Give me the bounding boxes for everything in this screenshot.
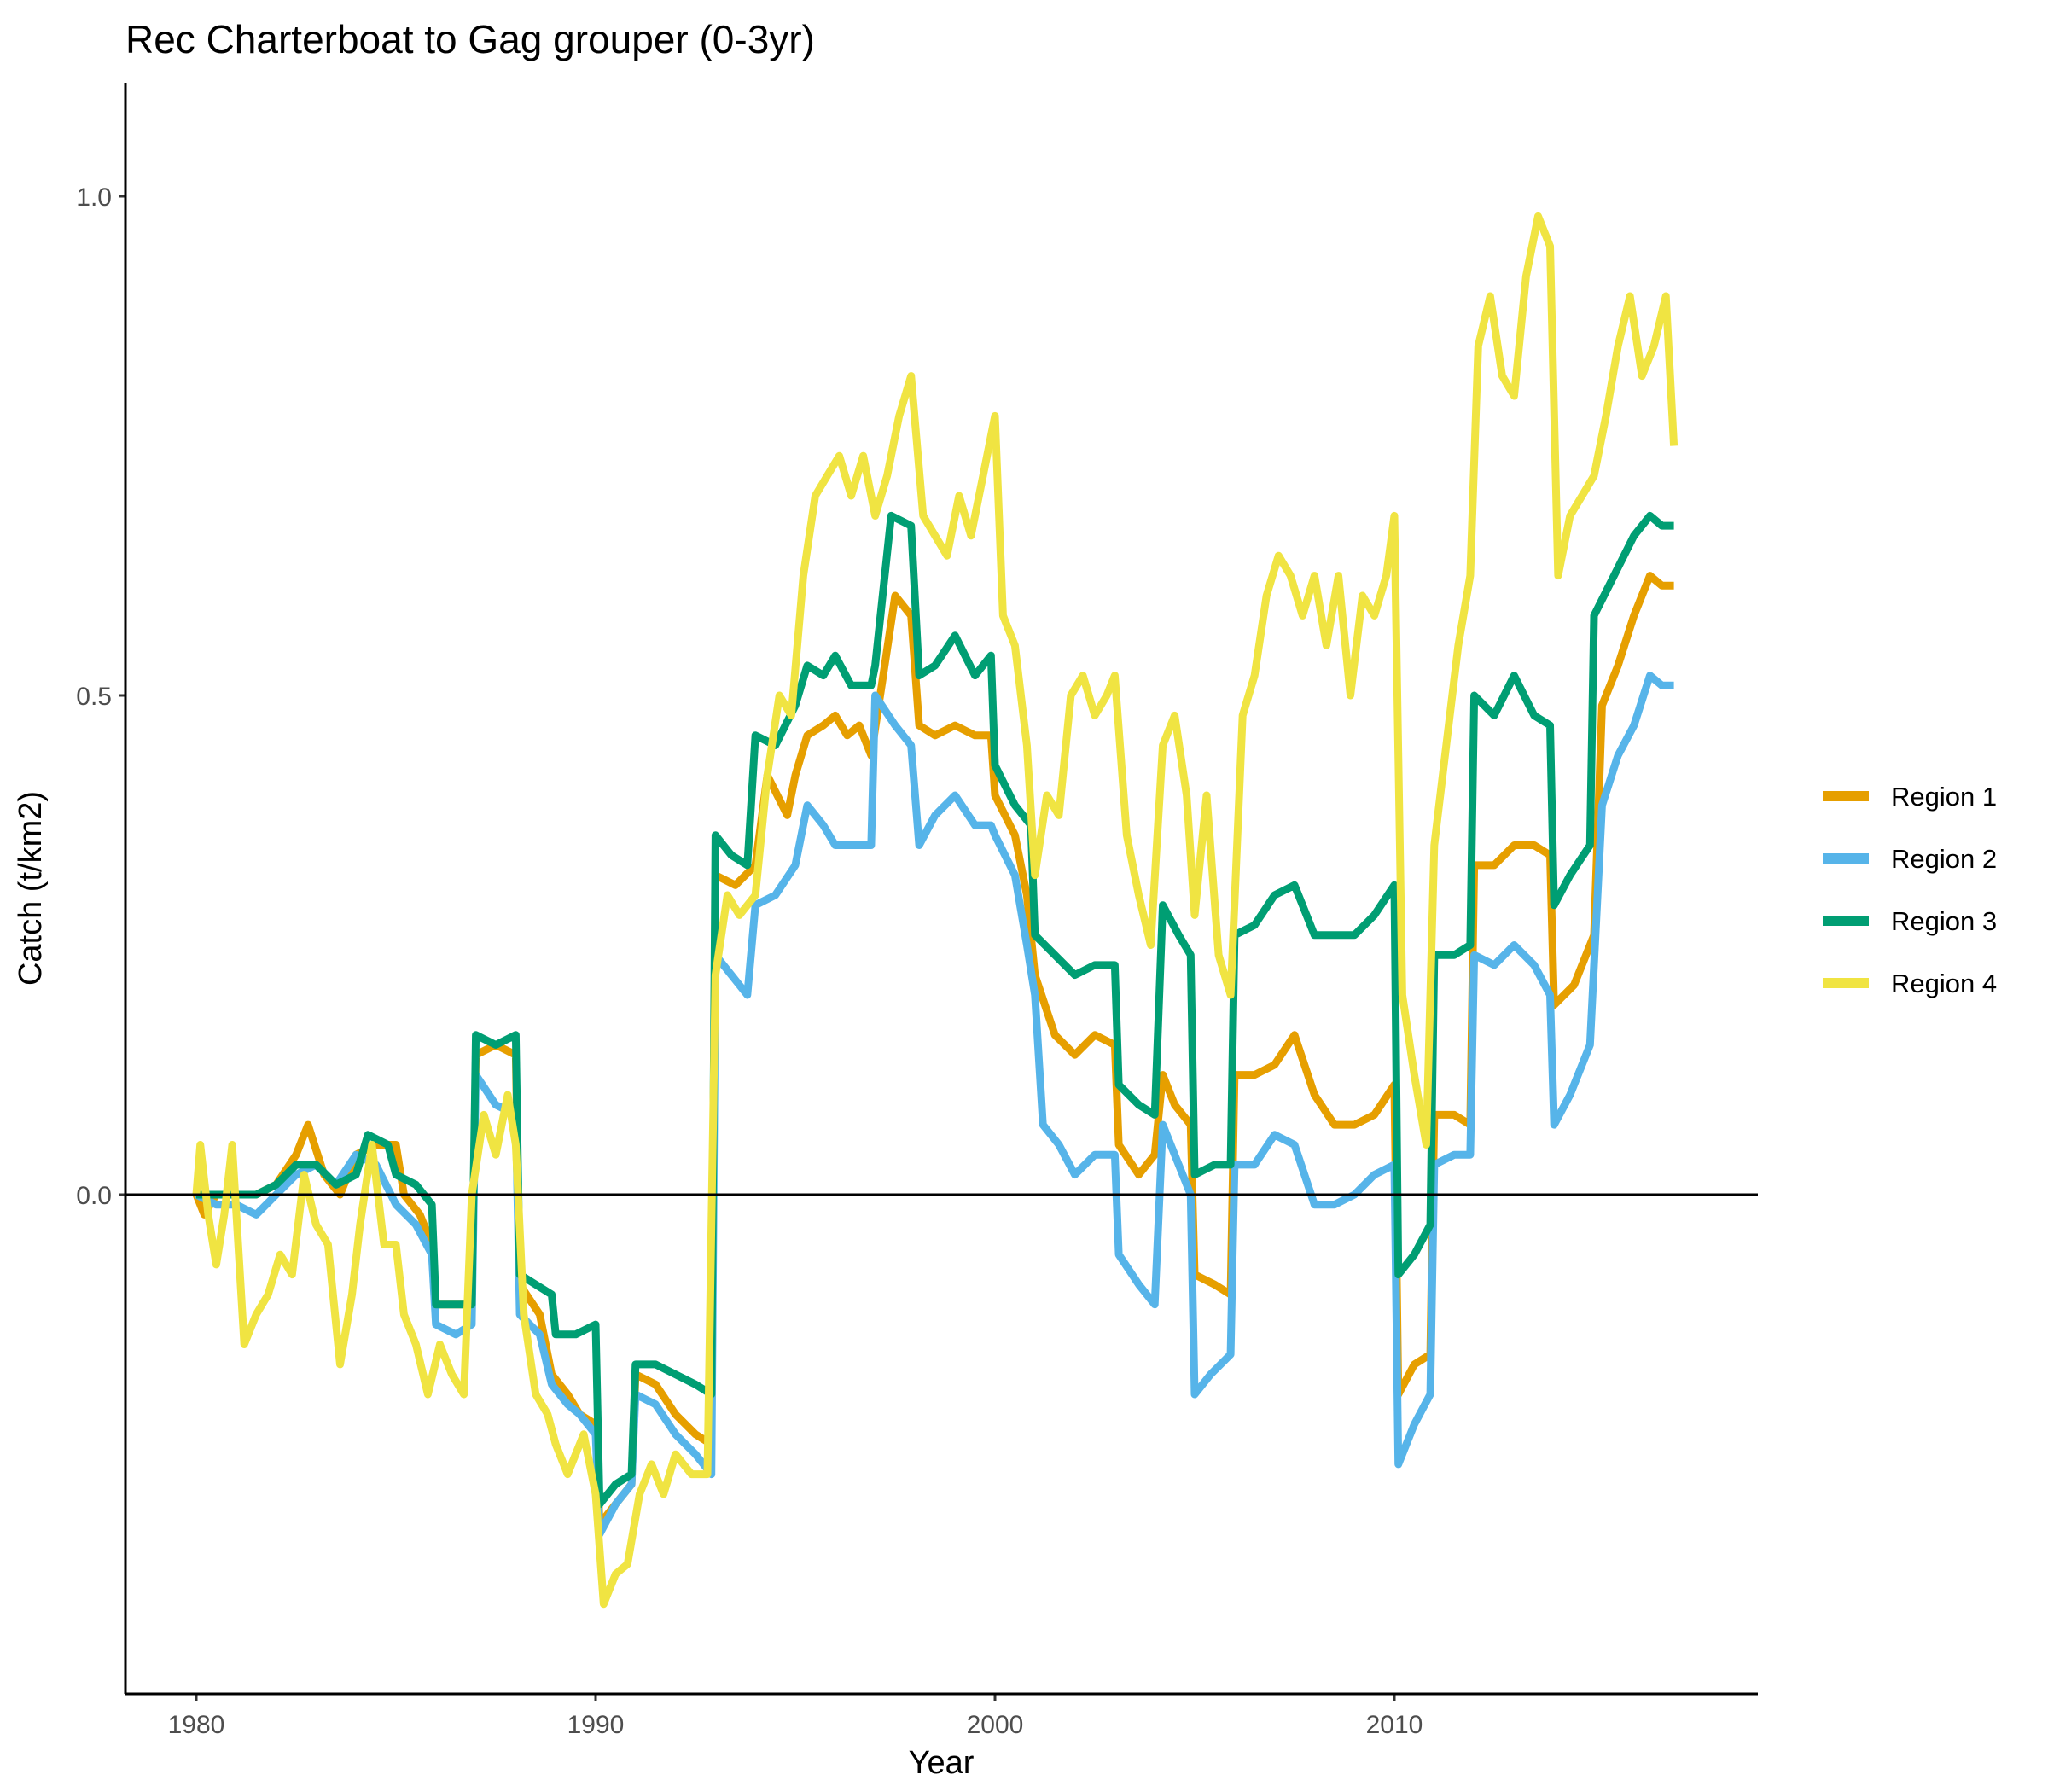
- legend-label-region-3: Region 3: [1891, 906, 1997, 936]
- x-tick-label: 2000: [967, 1711, 1024, 1739]
- x-axis-label: Year: [909, 1745, 975, 1781]
- y-axis-label: Catch (t/km2): [13, 791, 49, 986]
- line-layer: [192, 212, 1679, 1609]
- chart-title: Rec Charterboat to Gag grouper (0-3yr): [125, 17, 815, 61]
- plot-area: 1980 1990 2000 2010 0.0 0.5 1.0: [76, 83, 1758, 1739]
- y-tick-label: 0.0: [76, 1182, 112, 1210]
- series-line-region-2: [194, 672, 1674, 1539]
- series-line-region-4: [192, 212, 1679, 1609]
- x-tick-label: 1980: [168, 1711, 225, 1739]
- tick-layer: 1980 1990 2000 2010 0.0 0.5 1.0: [76, 183, 1423, 1739]
- y-tick-label: 1.0: [76, 183, 112, 212]
- y-tick-label: 0.5: [76, 683, 112, 711]
- legend-label-region-1: Region 1: [1891, 782, 1997, 812]
- x-tick-label: 2010: [1366, 1711, 1423, 1739]
- legend-label-region-4: Region 4: [1891, 969, 1997, 998]
- legend-label-region-2: Region 2: [1891, 844, 1997, 874]
- x-tick-label: 1990: [567, 1711, 625, 1739]
- legend: Region 1 Region 2 Region 3 Region 4: [1823, 782, 1997, 998]
